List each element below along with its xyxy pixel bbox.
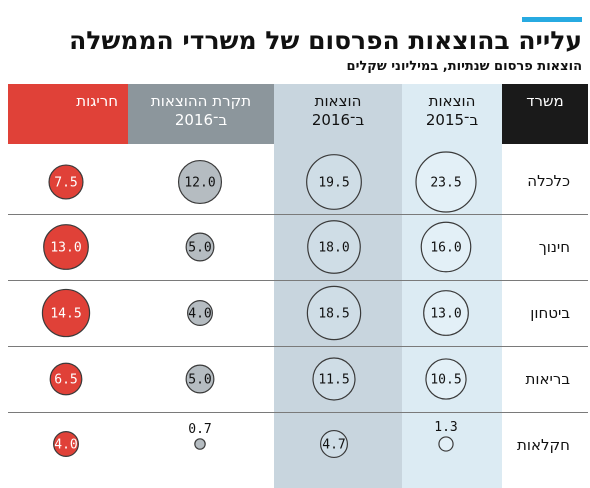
- header-overrun-label: חריגות: [76, 92, 118, 110]
- value-label-overrun-row-2: 14.5: [50, 307, 81, 322]
- value-label-budget_2016-row-2: 4.0: [188, 307, 211, 322]
- value-label-spend_2015-row-3: 10.5: [430, 373, 461, 388]
- bubble-spend_2016-row-3: [312, 357, 356, 401]
- bubbles-layer: 23.5 19.5 12.0 7.5 16.0 18.0 5.0 13.0 13.0 18.5 4.…: [41, 151, 477, 459]
- bubble-spend_2015-row-0: [415, 151, 477, 213]
- accent-bar: [522, 17, 582, 22]
- value-label-spend_2016-row-0: 19.5: [318, 176, 349, 191]
- value-label-budget_2016-row-3: 5.0: [188, 373, 211, 388]
- value-label-budget_2016-row-0: 12.0: [184, 176, 215, 191]
- header-spend-2016-line1: הוצאות: [314, 92, 362, 110]
- bubble-budget_2016-row-4: [194, 438, 206, 450]
- chart-subtitle: הוצאות פרסום שנתיות, במיליוני שקלים: [346, 59, 582, 74]
- value-label-spend_2015-row-2: 13.0: [430, 307, 461, 322]
- row-label-defense: ביטחון: [530, 304, 570, 322]
- chart-title: עלייה בהוצאות הפרסום של משרדי הממשלה: [69, 26, 582, 55]
- value-label-budget_2016-row-1: 5.0: [188, 241, 211, 256]
- header-overrun: חריגות: [8, 84, 128, 144]
- value-label-spend_2016-row-2: 18.5: [318, 307, 349, 322]
- value-label-overrun-row-3: 6.5: [54, 373, 77, 388]
- bubble-overrun-row-1: [43, 224, 89, 270]
- bubble-spend_2015-row-4: [438, 436, 454, 452]
- bubble-budget_2016-row-1: [185, 232, 215, 262]
- header-spend-2016: הוצאות ב־2016: [274, 84, 402, 144]
- bubble-spend_2016-row-0: [306, 154, 362, 210]
- bubble-spend_2016-row-2: [306, 285, 362, 341]
- header-spend-2015-line2: ב־2015: [425, 111, 479, 129]
- bubble-overrun-row-0: [48, 164, 84, 200]
- header-ministry-label: משרד: [526, 92, 564, 110]
- bubble-spend_2016-row-4: [319, 429, 349, 459]
- row-divider-2: [8, 280, 588, 281]
- bubble-table: משרד הוצאות ב־2015 הוצאות ב־2016 תקרת הה…: [8, 84, 588, 488]
- bubble-overrun-row-4: [53, 431, 79, 457]
- header-spend-2015-line1: הוצאות: [428, 92, 476, 110]
- bubble-spend_2015-row-1: [420, 221, 472, 273]
- row-label-health: בריאות: [525, 370, 570, 388]
- value-label-spend_2015-row-4: 1.3: [434, 420, 457, 435]
- bubble-overrun-row-2: [41, 288, 91, 338]
- header-budget-2016-line2: ב־2016: [174, 111, 228, 129]
- bubble-budget_2016-row-3: [185, 364, 215, 394]
- row-label-economy: כלכלה: [527, 172, 570, 190]
- bubble-budget_2016-row-0: [177, 159, 223, 205]
- value-label-overrun-row-4: 4.0: [54, 438, 77, 453]
- value-label-overrun-row-0: 7.5: [54, 176, 77, 191]
- header-budget-2016: תקרת ההוצאות ב־2016: [128, 84, 274, 144]
- bubble-budget_2016-row-2: [187, 300, 213, 326]
- header-spend-2015: הוצאות ב־2015: [402, 84, 502, 144]
- value-label-budget_2016-row-4: 0.7: [188, 422, 211, 437]
- bubble-spend_2016-row-1: [307, 220, 361, 274]
- header-spend-2016-line2: ב־2016: [311, 111, 365, 129]
- bubble-overrun-row-3: [49, 362, 83, 396]
- bubble-spend_2015-row-3: [425, 358, 467, 400]
- value-label-spend_2015-row-1: 16.0: [430, 241, 461, 256]
- value-label-overrun-row-1: 13.0: [50, 241, 81, 256]
- header-ministry: משרד: [502, 84, 588, 144]
- bubble-spend_2015-row-2: [423, 290, 469, 336]
- row-divider-3: [8, 346, 588, 347]
- row-label-education: חינוך: [538, 238, 570, 256]
- value-label-spend_2016-row-3: 11.5: [318, 373, 349, 388]
- row-divider-4: [8, 412, 588, 413]
- header-budget-2016-line1: תקרת ההוצאות: [150, 92, 252, 110]
- row-label-agriculture: חקלאות: [517, 436, 570, 454]
- value-label-spend_2016-row-4: 4.7: [322, 438, 345, 453]
- row-divider-1: [8, 214, 588, 215]
- value-label-spend_2015-row-0: 23.5: [430, 176, 461, 191]
- value-label-spend_2016-row-1: 18.0: [318, 241, 349, 256]
